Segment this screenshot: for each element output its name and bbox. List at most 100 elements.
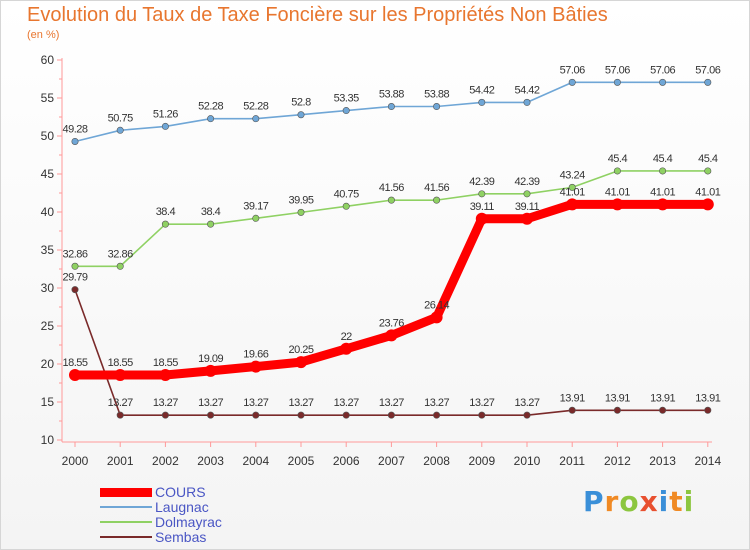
data-point-dolmayrac [478,190,486,198]
data-label-laugnac: 52.28 [243,101,268,113]
data-point-sembas [659,406,667,414]
data-point-sembas [568,406,576,414]
logo-letter: i [658,485,670,518]
data-label-laugnac: 49.28 [62,123,87,135]
data-label-dolmayrac: 32.86 [108,248,133,260]
data-label-sembas: 13.27 [469,397,494,409]
data-point-cours [204,364,217,377]
legend-item-sembas: Sembas [100,529,360,545]
x-tick-label: 2003 [197,454,224,468]
data-label-sembas: 13.27 [334,397,359,409]
x-tick-label: 2010 [514,454,541,468]
data-label-dolmayrac: 45.4 [653,153,673,165]
data-label-cours: 19.09 [198,353,223,365]
data-label-laugnac: 57.06 [605,64,630,76]
x-tick-label: 2008 [423,454,450,468]
x-tick-label: 2001 [107,454,134,468]
data-label-cours: 41.01 [650,186,675,198]
data-point-laugnac [613,78,621,86]
data-label-cours: 41.01 [560,186,585,198]
legend-item-dolmayrac: Dolmayrac [100,514,360,530]
data-label-cours: 26.14 [424,299,449,311]
data-point-cours [249,360,262,373]
x-tick-label: 2005 [288,454,315,468]
data-point-laugnac [252,115,260,123]
data-point-dolmayrac [568,183,576,191]
data-point-sembas [342,411,350,419]
data-label-laugnac: 52.28 [198,101,223,113]
data-label-cours: 39.11 [515,201,540,213]
data-label-dolmayrac: 41.56 [379,182,404,194]
data-point-laugnac [387,103,395,111]
data-label-laugnac: 53.35 [334,93,359,105]
y-tick-label: 55 [41,91,55,105]
data-point-cours [701,198,714,211]
data-point-laugnac [704,78,712,86]
chart-title: Evolution du Taux de Taxe Foncière sur l… [27,4,608,26]
legend-label: Dolmayrac [155,514,222,530]
data-point-sembas [478,411,486,419]
data-point-cours [159,369,172,382]
data-point-sembas [704,406,712,414]
logo-letter: P [583,485,605,518]
data-point-laugnac [433,103,441,111]
data-point-sembas [161,411,169,419]
data-label-sembas: 13.27 [514,397,539,409]
data-label-sembas: 13.27 [198,397,223,409]
data-label-sembas: 13.27 [108,397,133,409]
y-tick-label: 10 [41,433,55,447]
data-label-cours: 39.11 [470,201,495,213]
data-point-dolmayrac [387,196,395,204]
x-tick-label: 2004 [242,454,269,468]
logo-letter: t [669,485,684,518]
data-label-cours: 19.66 [243,349,268,361]
data-point-sembas [116,411,124,419]
data-label-cours: 20.25 [288,344,313,356]
y-tick-label: 20 [41,357,55,371]
data-point-cours [295,356,307,369]
data-label-cours: 41.01 [695,186,720,198]
data-point-cours [475,212,488,225]
logo-letter: o [619,485,640,518]
data-point-dolmayrac [252,214,260,222]
data-point-cours [430,311,443,324]
y-tick-label: 15 [41,395,55,409]
data-label-cours: 22 [341,331,353,343]
y-tick-label: 60 [41,53,55,67]
data-point-sembas [387,411,395,419]
data-point-cours [656,198,669,211]
data-label-dolmayrac: 40.75 [334,188,359,200]
logo-letter: i [683,485,695,518]
data-label-sembas: 13.91 [605,392,630,404]
y-tick-label: 35 [41,243,55,257]
data-label-laugnac: 50.75 [108,112,133,124]
y-tick-label: 25 [41,319,55,333]
data-label-laugnac: 57.06 [560,64,585,76]
data-point-sembas [297,411,305,419]
data-label-sembas: 13.91 [560,392,585,404]
data-point-dolmayrac [613,167,621,175]
y-tick-label: 50 [41,129,55,143]
data-point-cours [69,369,81,382]
data-label-dolmayrac: 32.86 [62,248,87,260]
data-label-laugnac: 53.88 [424,89,449,101]
legend-item-cours: COURS [100,484,360,500]
data-point-laugnac [297,111,305,119]
legend-swatch [100,536,152,538]
x-tick-label: 2009 [468,454,495,468]
data-point-laugnac [523,98,531,106]
data-point-laugnac [207,115,215,123]
y-tick-label: 40 [41,205,55,219]
data-point-dolmayrac [433,196,441,204]
data-label-dolmayrac: 43.24 [560,169,585,181]
y-tick-label: 30 [41,281,55,295]
data-point-laugnac [161,122,169,130]
data-label-laugnac: 53.88 [379,89,404,101]
data-label-sembas: 13.27 [424,397,449,409]
x-tick-label: 2014 [694,454,721,468]
data-point-dolmayrac [161,220,169,228]
data-point-sembas [71,286,79,294]
data-label-sembas: 13.27 [379,397,404,409]
logo-letter: x [639,485,659,518]
